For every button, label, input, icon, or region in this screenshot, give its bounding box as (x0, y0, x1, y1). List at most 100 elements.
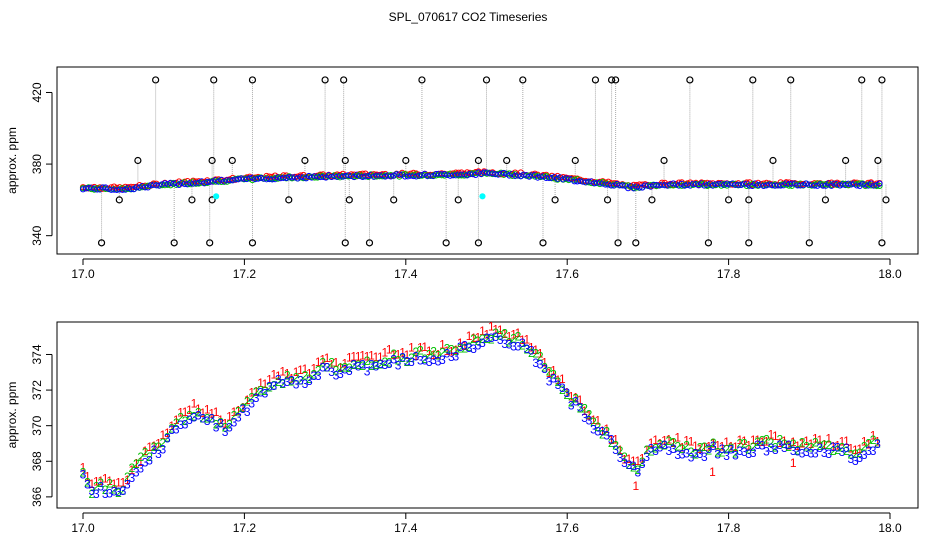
panel-top-frame (56, 66, 919, 255)
series-3-point: 3 (324, 360, 331, 374)
series-2-point: 2 (741, 437, 748, 451)
series-2-point: 2 (97, 476, 104, 490)
series-1-point: 1 (861, 434, 868, 448)
outlier-point (482, 76, 491, 84)
series-3-point: 3 (621, 456, 628, 470)
series-3-point: 3 (266, 379, 273, 393)
series-1-point: 1 (186, 403, 193, 417)
series-3-point: 3 (408, 355, 415, 369)
series-3-point: 3 (293, 378, 300, 392)
series-2-point: 2 (799, 436, 806, 450)
series-1-point: 1 (404, 348, 411, 362)
series-2-point: 2 (790, 437, 797, 451)
series-1-point: 1 (213, 405, 220, 419)
series-2-point: 2 (541, 360, 548, 374)
panel-top-y-axis-label: approx. ppm (5, 127, 19, 194)
series-3-point: 3 (812, 446, 819, 460)
series-2-point: 2 (191, 410, 198, 424)
series-3-point: 3 (430, 353, 437, 367)
series-point (500, 171, 507, 178)
series-1-point: 1 (310, 362, 317, 376)
panel-top-x-axis: 17.0 17.2 17.4 17.6 17.8 18.0 (71, 258, 902, 281)
series-point (362, 173, 369, 180)
x-tick-label: 18.0 (878, 267, 902, 281)
series-1-point: 1 (515, 326, 522, 340)
series-1-point: 1 (302, 362, 309, 376)
series-3-point: 3 (208, 412, 215, 426)
series-point (712, 181, 719, 188)
outlier-point (474, 239, 483, 247)
series-2-point: 2 (364, 354, 371, 368)
series-2-point: 2 (559, 383, 566, 397)
series-point (678, 182, 685, 189)
series-3-point: 3 (390, 353, 397, 367)
series-3-point: 3 (271, 379, 278, 393)
series-3-point: 3 (861, 448, 868, 462)
series-1-point: 1 (306, 366, 313, 380)
series-2-point: 2 (461, 341, 468, 355)
series-1-point: 1 (386, 342, 393, 356)
series-3-point: 3 (577, 400, 584, 414)
series-3-point: 3 (488, 331, 495, 345)
series-1-point: 1 (692, 439, 699, 453)
series-point (82, 185, 89, 192)
series-2-point: 2 (142, 445, 149, 459)
series-2-point: 2 (705, 443, 712, 457)
series-1-point: 1 (408, 341, 415, 355)
series-2-point: 2 (648, 444, 655, 458)
series-3-point: 3 (452, 349, 459, 363)
series-3-point: 3 (373, 359, 380, 373)
series-3-point: 3 (714, 447, 721, 461)
series-2-point: 2 (346, 361, 353, 375)
series-2-point: 2 (683, 439, 690, 453)
series-3-point: 3 (501, 337, 508, 351)
series-1-point: 1 (506, 330, 513, 344)
series-2-point: 2 (102, 483, 109, 497)
series-1-point: 1 (777, 436, 784, 450)
series-1-point: 1 (865, 438, 872, 452)
series-point (353, 171, 361, 178)
series-2-point: 2 (595, 420, 602, 434)
outlier-point (551, 196, 559, 204)
series-point (735, 181, 742, 188)
series-2-point: 2 (661, 439, 668, 453)
series-3-point: 3 (142, 455, 149, 469)
series-2-point: 2 (182, 414, 189, 428)
series-2-point: 2 (244, 395, 251, 409)
series-3-point: 3 (825, 447, 832, 461)
series-point (814, 180, 821, 187)
outlier-point (874, 156, 882, 165)
series-1-point: 1 (794, 439, 801, 453)
series-1-point: 1 (852, 443, 859, 457)
series-2-point: 2 (528, 346, 535, 360)
series-1-point: 1 (550, 363, 557, 377)
series-3-point: 3 (319, 360, 326, 374)
series-point (548, 174, 555, 182)
series-1-point: 1 (768, 427, 775, 441)
series-2-point: 2 (808, 441, 815, 455)
series-1-point: 1 (253, 385, 260, 399)
series-2-point: 2 (492, 326, 499, 340)
series-1-point: 1 (484, 327, 491, 341)
series-3-point: 3 (848, 452, 855, 466)
series-1-point: 1 (142, 444, 149, 458)
series-3-point: 3 (279, 376, 286, 390)
series-2-point: 2 (652, 441, 659, 455)
series-3-point: 3 (426, 355, 433, 369)
series-1-point: 1 (426, 344, 433, 358)
series-3-point: 3 (710, 439, 717, 453)
series-point (232, 176, 239, 183)
series-1-point: 1 (84, 469, 91, 483)
series-1-point: 1 (235, 403, 242, 417)
series-1-point: 1 (572, 390, 579, 404)
series-1-point: 1 (390, 348, 397, 362)
outlier-point (632, 239, 640, 247)
series-3-point: 3 (617, 451, 624, 465)
series-3-point: 3 (97, 479, 104, 493)
series-3-point: 3 (160, 442, 167, 456)
series-1-point: 1 (634, 454, 641, 468)
series-2-point: 2 (608, 436, 615, 450)
x-tick-label: 17.0 (71, 521, 95, 535)
series-1-point: 1 (590, 413, 597, 427)
